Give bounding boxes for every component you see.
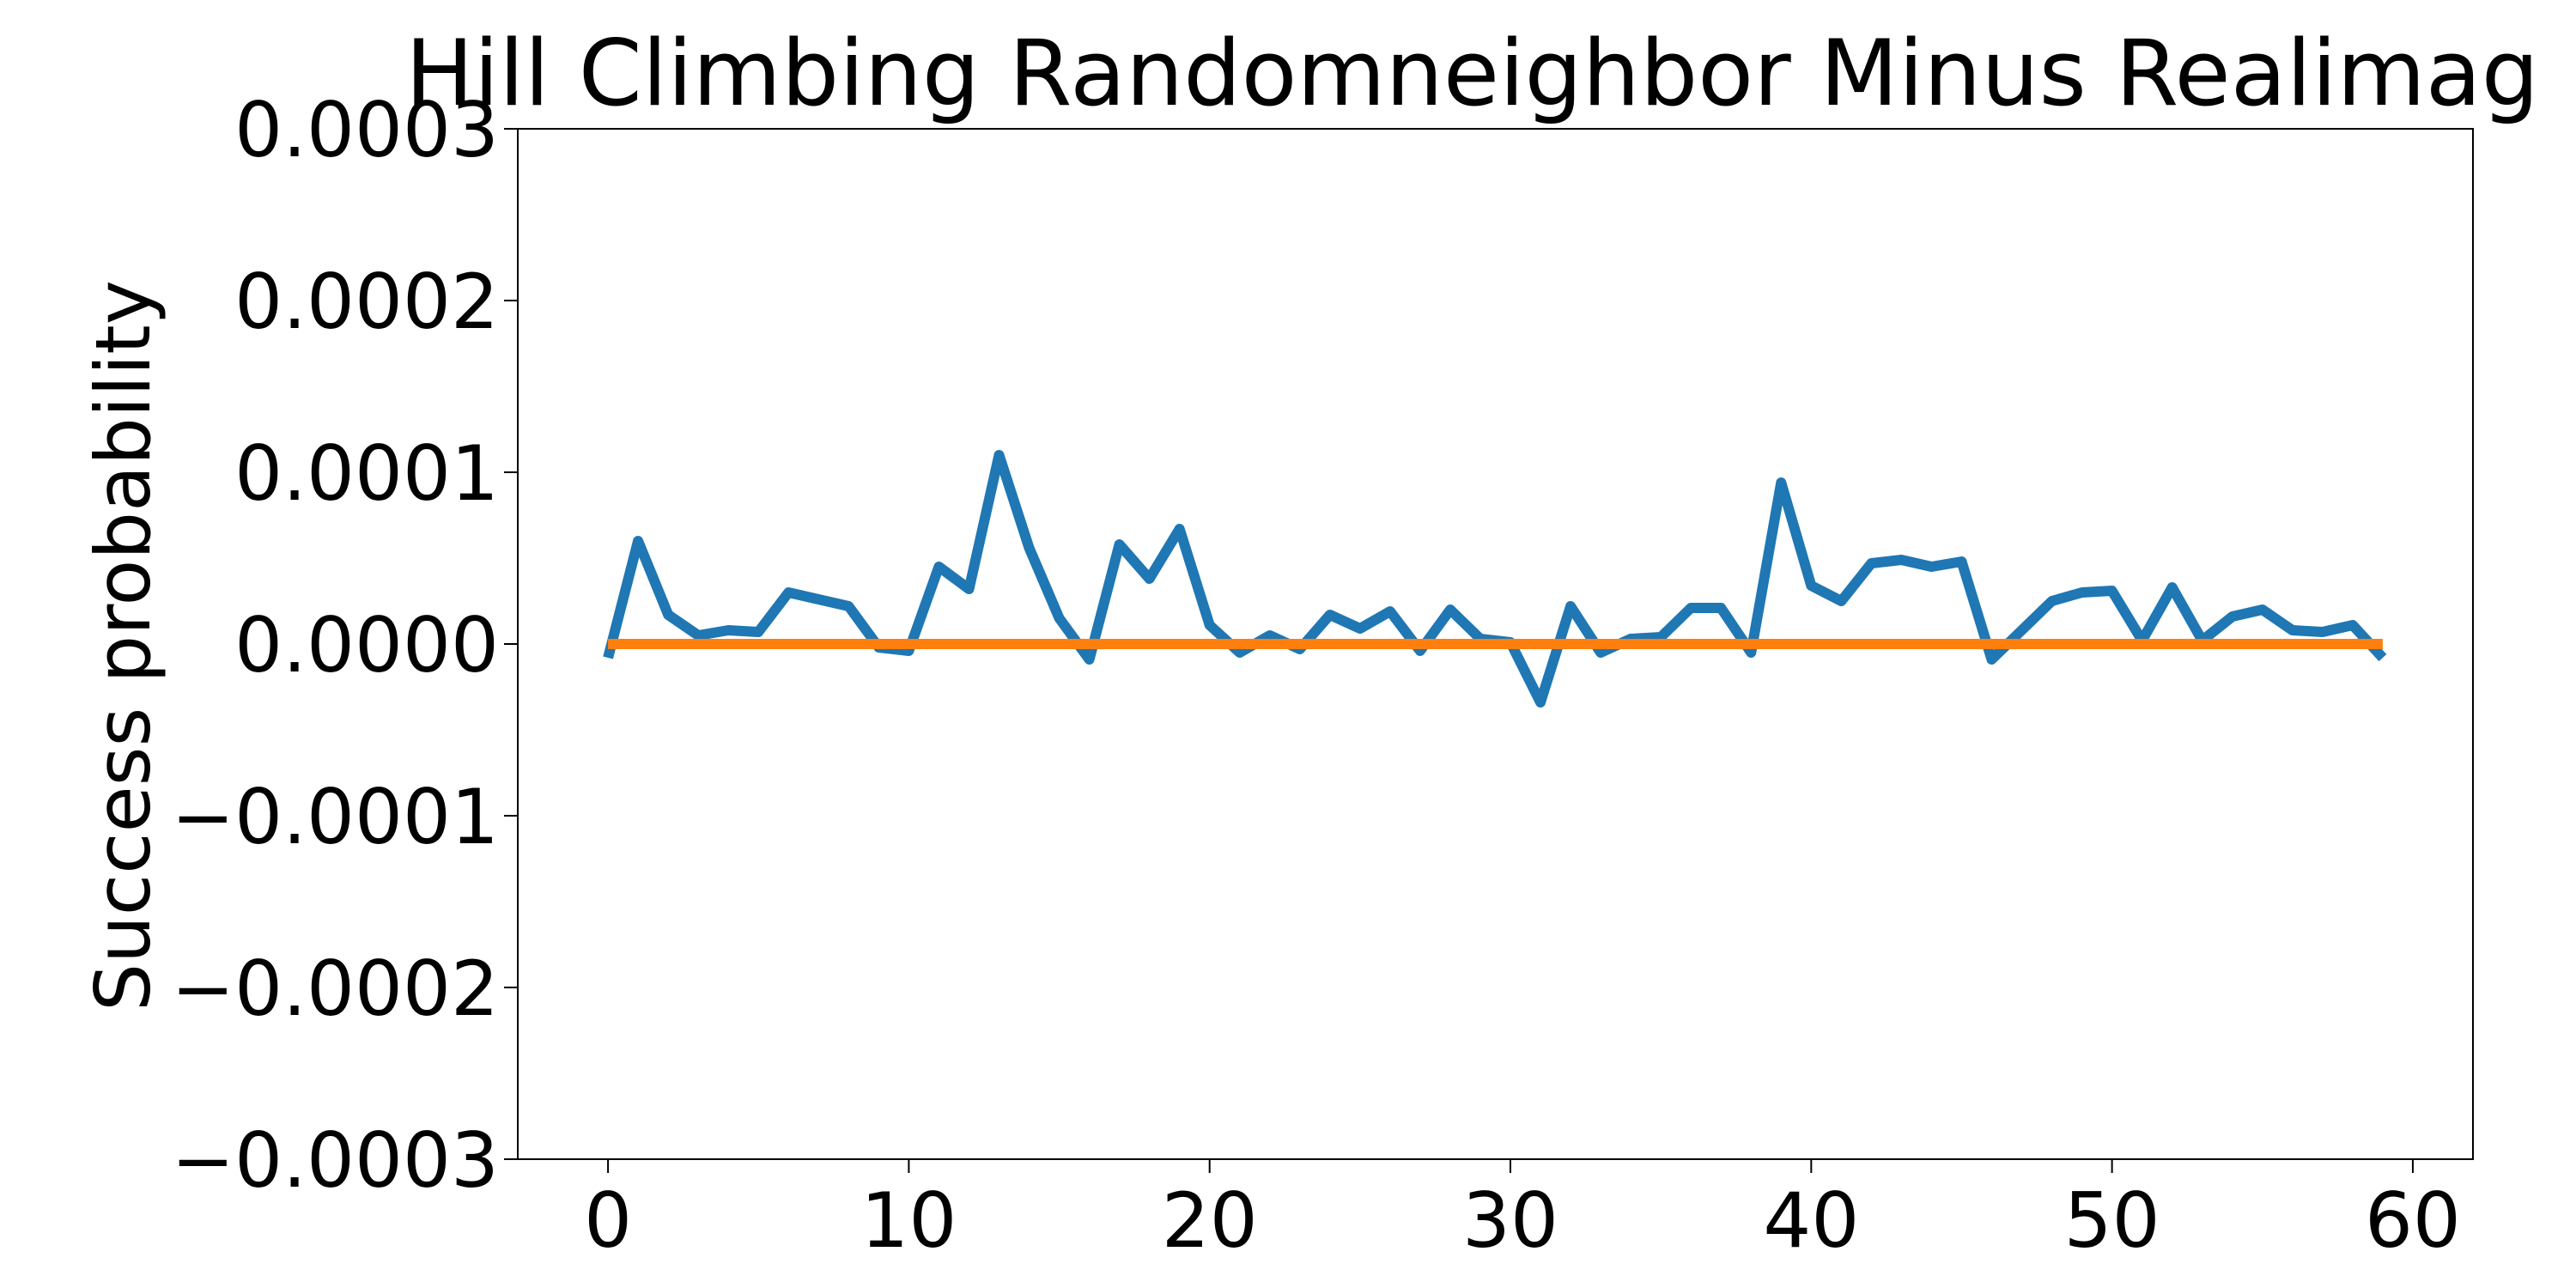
series-layer <box>603 450 2387 708</box>
y-tick-label: 0.0000 <box>234 601 499 690</box>
y-axis: 0.0003 0.0002 0.0001 0.0000 −0.0001 −0.0002 −0… <box>171 86 518 1205</box>
y-tick-label: −0.0001 <box>171 773 499 861</box>
y-tick-label: 0.0001 <box>234 429 499 518</box>
x-tick-label: 40 <box>1763 1176 1859 1265</box>
series-line-1 <box>603 450 2387 708</box>
y-tick-label: 0.0003 <box>234 86 499 174</box>
chart-title: Hill Climbing Randomneighbor Minus Reali… <box>405 21 2539 126</box>
x-tick-label: 50 <box>2064 1176 2160 1265</box>
x-axis: 0 10 20 30 40 50 60 <box>584 1159 2461 1265</box>
y-tick-label: −0.0002 <box>171 945 499 1033</box>
x-tick-label: 10 <box>860 1176 957 1265</box>
x-tick-label: 0 <box>584 1176 632 1265</box>
x-tick-label: 60 <box>2365 1176 2461 1265</box>
x-tick-label: 30 <box>1462 1176 1558 1265</box>
y-tick-label: 0.0002 <box>234 258 499 346</box>
y-tick-label: −0.0003 <box>171 1116 499 1205</box>
x-tick-label: 20 <box>1162 1176 1258 1265</box>
y-axis-title: Success probability <box>79 280 167 1012</box>
